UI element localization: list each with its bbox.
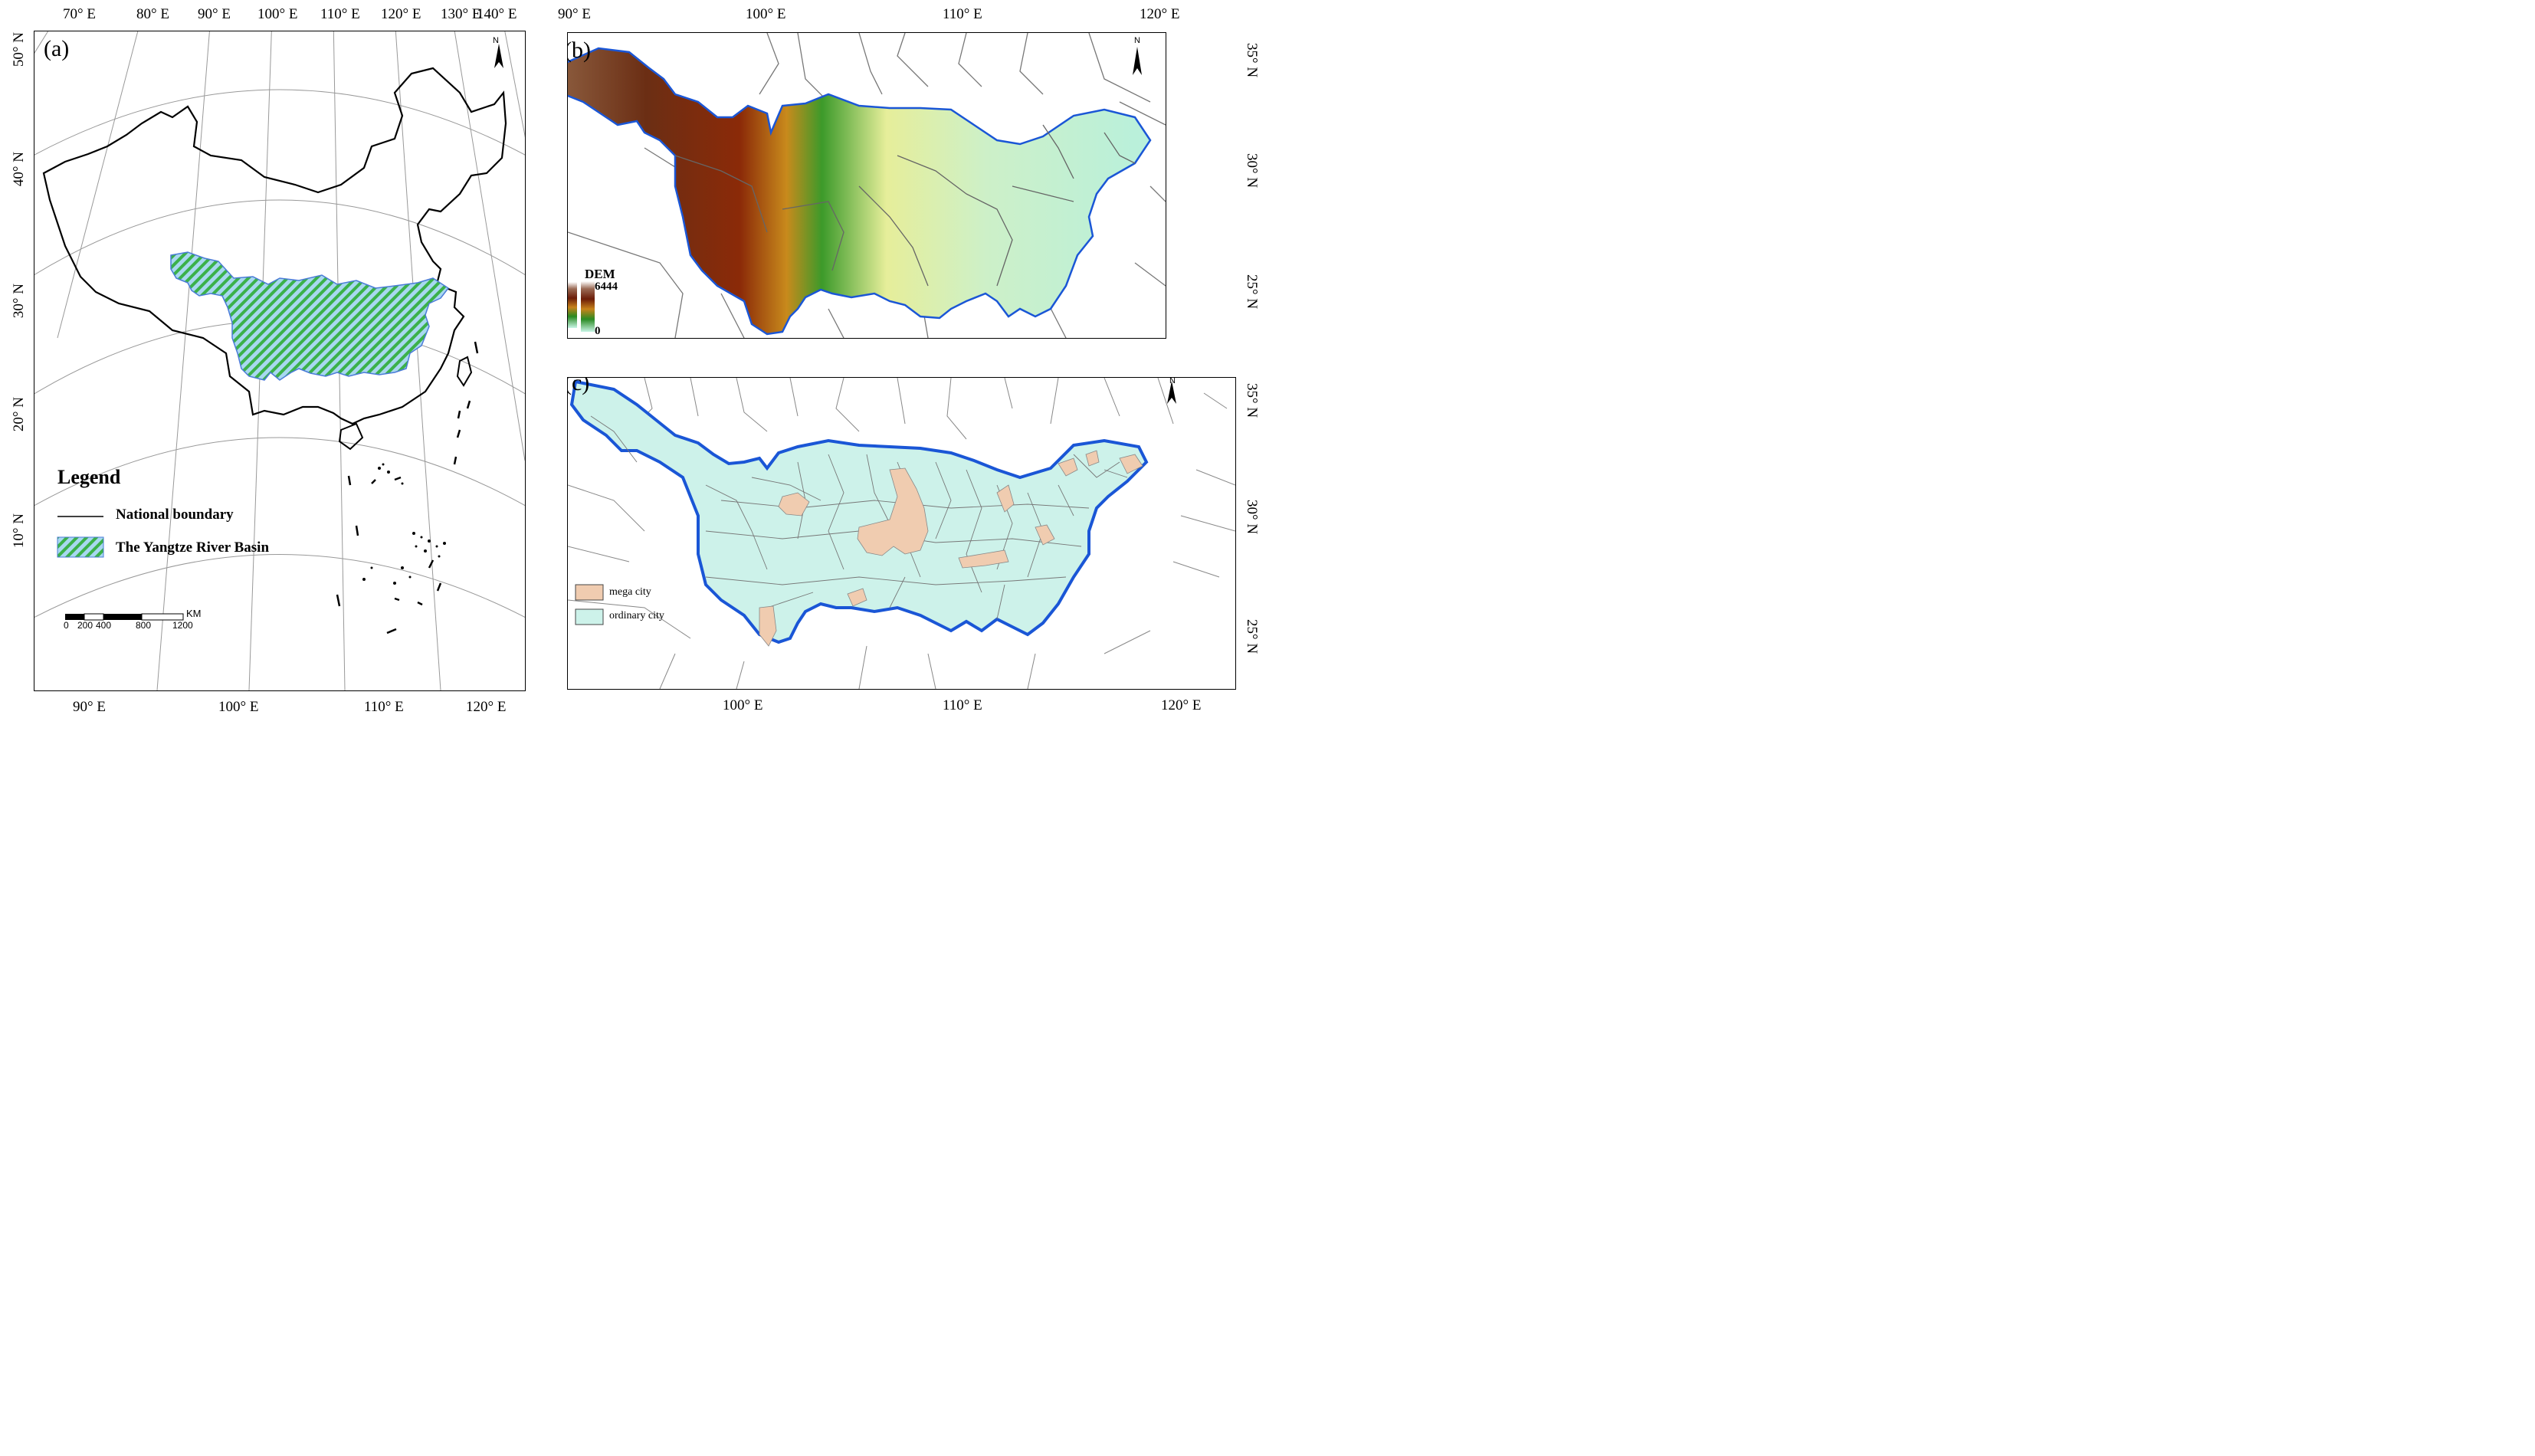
a-left-tick: 40° N xyxy=(11,152,28,186)
legend-mega-city: mega city xyxy=(609,586,651,598)
legend-national-boundary: National boundary xyxy=(116,507,234,523)
a-left-tick: 50° N xyxy=(11,32,28,67)
legend-ordinary-city-swatch xyxy=(576,609,603,625)
c-right-tick: 35° N xyxy=(1243,383,1260,418)
a-top-tick: 110° E xyxy=(320,6,360,23)
scale-tick-200: 200 xyxy=(77,620,93,631)
dem-legend-bar xyxy=(568,282,577,328)
scale-tick-400: 400 xyxy=(96,620,111,631)
north-arrow-icon xyxy=(1133,47,1142,75)
north-label: N xyxy=(1169,377,1176,385)
a-bottom-tick: 120° E xyxy=(466,699,506,716)
c-right-tick: 30° N xyxy=(1243,500,1260,534)
scale-tick-800: 800 xyxy=(136,620,151,631)
a-bottom-tick: 100° E xyxy=(218,699,258,716)
dem-title: DEM xyxy=(585,267,615,282)
legend-ordinary-city: ordinary city xyxy=(609,610,664,622)
legend-title: Legend xyxy=(57,466,120,489)
city-map-svg xyxy=(568,378,1235,689)
scale-tick-0: 0 xyxy=(64,620,69,631)
north-arrow-icon xyxy=(494,44,503,68)
north-label: N xyxy=(1134,36,1140,45)
a-left-tick: 20° N xyxy=(11,397,28,431)
c-bottom-tick: 120° E xyxy=(1161,697,1201,714)
legend-hatch-swatch xyxy=(57,537,103,557)
b-top-tick: 110° E xyxy=(943,6,982,23)
dem-basin xyxy=(568,48,1150,334)
yangtze-basin-hatched xyxy=(171,252,448,380)
a-top-tick: 140° E xyxy=(477,6,517,23)
dem-max: 6444 xyxy=(595,280,618,293)
south-china-sea-islands xyxy=(337,342,477,633)
scale-unit: KM xyxy=(186,608,202,619)
dem-colorbar xyxy=(581,281,595,332)
panel-c-city-map: (c) N mega city ordinary city xyxy=(567,377,1236,690)
north-label: N xyxy=(493,36,499,45)
b-top-tick: 90° E xyxy=(558,6,591,23)
a-top-tick: 70° E xyxy=(63,6,96,23)
b-right-tick: 35° N xyxy=(1243,43,1260,77)
dem-map-svg xyxy=(568,33,1166,338)
a-top-tick: 90° E xyxy=(198,6,231,23)
panel-a-label: (a) xyxy=(44,36,69,62)
scale-tick-1200: 1200 xyxy=(172,620,193,631)
a-left-tick: 30° N xyxy=(11,284,28,318)
c-bottom-tick: 100° E xyxy=(723,697,762,714)
a-top-tick: 80° E xyxy=(136,6,169,23)
b-right-tick: 30° N xyxy=(1243,153,1260,188)
china-map-svg xyxy=(34,31,525,690)
scale-bar xyxy=(65,614,183,620)
dem-min: 0 xyxy=(595,325,601,338)
a-left-tick: 10° N xyxy=(11,513,28,548)
a-bottom-tick: 110° E xyxy=(364,699,404,716)
legend-mega-city-swatch xyxy=(576,585,603,600)
c-bottom-tick: 110° E xyxy=(943,697,982,714)
legend-yangtze-basin: The Yangtze River Basin xyxy=(116,539,269,556)
panel-b-label: (b) xyxy=(567,38,591,64)
panel-a-map: (a) N Legend National boundary The Yangt… xyxy=(34,31,526,691)
b-top-tick: 120° E xyxy=(1140,6,1179,23)
a-bottom-tick: 90° E xyxy=(73,699,106,716)
a-top-tick: 130° E xyxy=(441,6,480,23)
c-right-tick: 25° N xyxy=(1243,619,1260,654)
b-right-tick: 25° N xyxy=(1243,274,1260,309)
panel-b-dem-map: (b) N xyxy=(567,32,1166,339)
panel-c-label: (c) xyxy=(567,377,589,396)
b-top-tick: 100° E xyxy=(746,6,785,23)
a-top-tick: 100° E xyxy=(257,6,297,23)
a-top-tick: 120° E xyxy=(381,6,421,23)
